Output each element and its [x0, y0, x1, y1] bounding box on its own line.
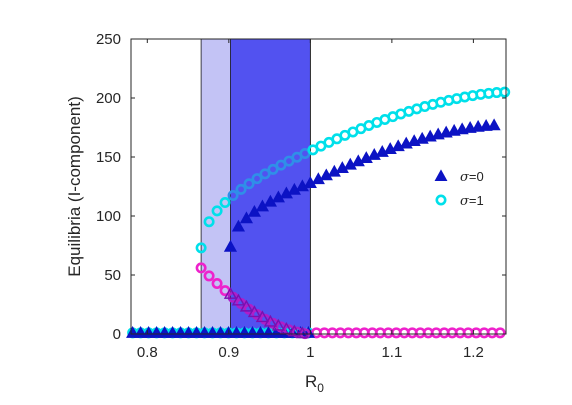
axis-ticks: 0.8 0.9 1 1.1 1.2 0 50 100 150 200 250 [96, 31, 506, 361]
sigma0-lower-point [231, 293, 246, 306]
sigma0-zero-point [142, 325, 156, 338]
sigma0-zero-point [269, 325, 284, 338]
sigma1-upper-point [227, 190, 239, 202]
sigma0-zero-point [134, 325, 148, 338]
plot-frame [130, 38, 507, 335]
sigma0-upper-point [479, 118, 493, 131]
sigma0-lower-point [287, 324, 301, 337]
sigma0-upper-point [223, 239, 238, 252]
sigma0-lower-point [271, 318, 285, 331]
legend-value: =0 [469, 169, 484, 184]
sigma1-lower-point [203, 270, 215, 282]
y-tick-label: 50 [104, 267, 121, 284]
legend-circle-marker [435, 194, 447, 206]
sigma0-zero-point [173, 325, 188, 338]
legend: σ=0σ=1 [434, 169, 484, 209]
y-axis-label: Equilibria (I-component) [65, 96, 84, 276]
y-tick-label: 0 [113, 326, 121, 343]
sigma0-lower-point [223, 287, 238, 299]
sigma1-upper-point [219, 197, 231, 209]
sigma0-upper-point [231, 219, 246, 232]
sigma1-upper-point [211, 205, 223, 217]
legend-label-1: σ=1 [460, 193, 484, 209]
x-tick-label: 0.8 [137, 344, 158, 361]
sigma1-lower-point [195, 262, 207, 274]
sigma0-zero-point [237, 325, 252, 338]
legend-label-0: σ=0 [460, 169, 484, 185]
sigma1-lower-point [211, 277, 223, 289]
sigma0-zero-point [150, 325, 164, 338]
sigma1-upper-point [235, 183, 247, 195]
sigma1-upper-point [251, 173, 263, 185]
sigma0-lower-point [255, 310, 270, 323]
sigma1-upper-point [259, 168, 271, 180]
sigma0-zero-point [157, 325, 172, 338]
sigma0-zero-point [213, 325, 228, 338]
sigma0-upper-point [487, 118, 501, 131]
sigma1-upper-point [275, 159, 287, 171]
sigma1-upper-point [195, 242, 207, 254]
sigma0-zero-point [181, 325, 196, 338]
sigma0-lower-point [247, 305, 262, 318]
sigma0-lower-point [279, 321, 293, 334]
x-tick-label: 0.9 [218, 344, 239, 361]
sigma0-lower-point [239, 299, 254, 312]
legend-symbol: σ [460, 170, 470, 185]
sigma0-zero-point [245, 325, 260, 338]
sigma0-upper-point [239, 211, 254, 224]
sigma0-zero-point [197, 325, 212, 338]
sigma1-zero-point [494, 327, 506, 339]
sigma0-zero-point [261, 325, 276, 338]
sigma0-zero-point [189, 325, 204, 338]
sigma1-upper-point [203, 216, 215, 228]
y-tick-label: 200 [96, 90, 121, 107]
sigma0-zero-point [253, 325, 268, 338]
sigma0-zero-point [229, 325, 244, 338]
sigma0-lower-point [295, 326, 309, 339]
x-axis-label: R0 [305, 372, 324, 395]
legend-value: =1 [469, 193, 484, 208]
sigma1-upper-point [267, 163, 279, 175]
data-marks [126, 86, 511, 340]
sigma0-lower-point [263, 314, 277, 327]
legend-triangle-marker [434, 169, 448, 181]
sigma0-zero-point [205, 325, 220, 338]
x-tick-label: 1.2 [463, 344, 484, 361]
y-tick-label: 100 [96, 208, 121, 225]
sigma0-zero-point [126, 325, 140, 338]
y-tick-label: 250 [96, 31, 121, 48]
shaded-regions [200, 38, 311, 335]
x-tick-label: 1 [306, 344, 314, 361]
sigma1-upper-point [499, 86, 511, 98]
legend-symbol: σ [460, 194, 470, 209]
x-tick-label: 1.1 [381, 344, 402, 361]
sigma1-upper-point [243, 178, 255, 190]
y-tick-label: 150 [96, 149, 121, 166]
sigma0-zero-point [165, 325, 180, 338]
x-axis-label-subscript: 0 [317, 381, 324, 395]
x-axis-label-main: R [305, 372, 317, 391]
